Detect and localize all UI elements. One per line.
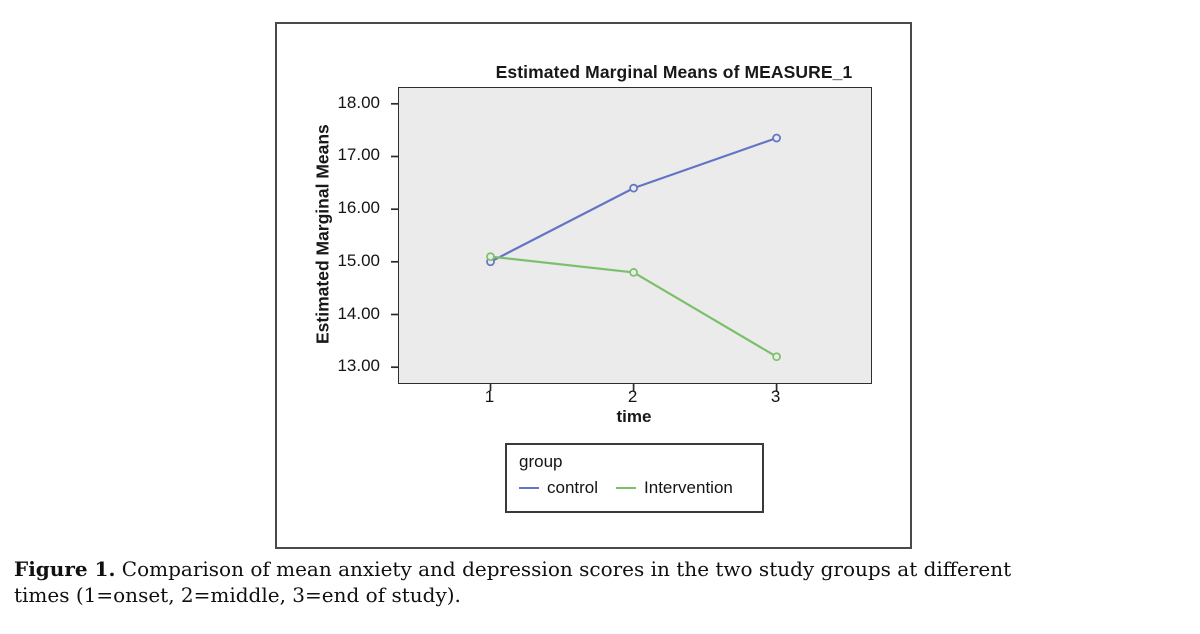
y-tick-label: 14.00 [337,303,380,323]
data-point-intervention [629,268,638,277]
y-tick-label: 16.00 [337,198,380,218]
data-point-intervention [486,252,495,261]
chart-title: Estimated Marginal Means of MEASURE_1 [495,62,853,82]
x-tick-label: 2 [627,387,638,406]
y-tick-label: 13.00 [337,356,380,376]
legend-item-control: control [519,478,598,498]
data-point-control [629,183,638,193]
y-tick-label: 17.00 [337,145,380,165]
data-point-intervention [772,352,781,362]
y-tick-label: 18.00 [337,92,380,112]
legend: group control Intervention [505,443,764,513]
figure-caption-line1: Comparison of mean anxiety and depressio… [121,557,1012,581]
series-line-control [489,136,777,263]
legend-entries: control Intervention [519,478,762,498]
x-axis-label: time [616,407,652,426]
chart-canvas [391,102,781,391]
legend-label-intervention: Intervention [644,478,733,497]
figure-caption-line2: times (1=onset, 2=middle, 3=end of study… [14,583,461,607]
figure-caption: Figure 1. Comparison of mean anxiety and… [14,556,1194,608]
legend-swatch-intervention [616,487,637,489]
x-axis-tick-labels: 1 2 3 [398,387,870,407]
x-tick-label: 1 [484,387,495,406]
figure-caption-label: Figure 1. [14,557,116,581]
figure-frame: Estimated Marginal Means of MEASURE_1 Es… [275,22,912,549]
legend-title: group [519,452,563,471]
legend-item-intervention: Intervention [616,478,733,498]
legend-swatch-control [519,487,539,489]
x-tick-label: 3 [770,387,781,406]
legend-label-control: control [547,478,599,497]
y-tick-label: 15.00 [337,250,380,270]
plot-area [391,87,872,391]
data-point-control [772,133,781,143]
y-axis-tick-labels: 13.00 14.00 15.00 16.00 17.00 18.00 [277,87,380,382]
